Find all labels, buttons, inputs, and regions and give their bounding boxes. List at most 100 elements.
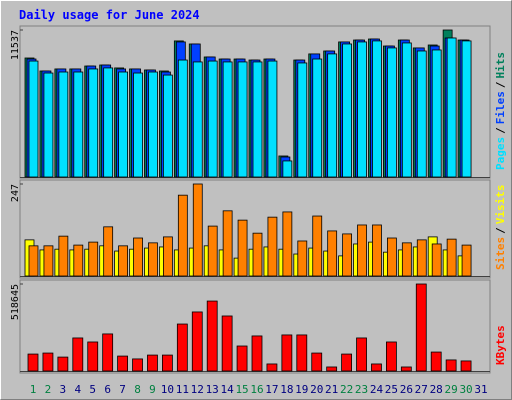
bar	[148, 242, 158, 277]
x-tick-label: 17	[265, 383, 278, 396]
bar	[461, 244, 472, 277]
x-tick-label: 4	[74, 383, 81, 396]
bar	[385, 341, 397, 372]
bar	[161, 354, 173, 372]
x-tick-label: 5	[89, 383, 96, 396]
bar	[282, 211, 293, 277]
bar	[282, 160, 293, 178]
bar	[103, 226, 114, 277]
bar	[297, 240, 308, 277]
bar	[222, 210, 233, 277]
x-tick-label: 11	[176, 383, 189, 396]
chart-title: Daily usage for June 2024	[19, 8, 200, 22]
x-tick-label: 18	[280, 383, 293, 396]
bar	[43, 72, 54, 178]
x-tick-label: 2	[45, 383, 52, 396]
bar	[357, 41, 367, 178]
bar	[177, 59, 188, 178]
bar	[267, 60, 278, 178]
bar	[176, 323, 188, 372]
bar	[267, 216, 278, 277]
bar	[28, 245, 39, 277]
bar	[386, 47, 397, 178]
bar	[430, 351, 442, 372]
y-tick-label: 247	[10, 184, 21, 202]
bar	[221, 315, 233, 372]
bar	[341, 353, 353, 372]
bar	[342, 43, 353, 178]
x-tick-label: 31	[474, 383, 487, 396]
bar	[162, 74, 173, 178]
legend-entry: Visits	[494, 185, 507, 225]
x-tick-label: 21	[325, 383, 338, 396]
bar	[27, 353, 39, 372]
x-tick-label: 26	[400, 383, 413, 396]
bar	[296, 334, 308, 372]
legend-separator: /	[494, 127, 507, 134]
bar	[312, 58, 323, 178]
bar	[252, 61, 263, 178]
x-tick-label: 24	[370, 383, 384, 396]
bar	[281, 334, 293, 372]
bar	[147, 354, 158, 372]
bar	[72, 337, 84, 372]
bar	[431, 49, 442, 178]
bar	[445, 359, 457, 372]
bar	[102, 333, 114, 372]
legend-entry: Pages	[494, 137, 507, 170]
bar	[132, 358, 143, 372]
legend-entry: Files	[494, 91, 507, 124]
bar	[73, 244, 84, 277]
legend-entry: KBytes	[494, 325, 507, 365]
bar	[118, 71, 128, 178]
bar	[311, 352, 323, 372]
bar	[237, 219, 248, 277]
bar	[192, 183, 203, 277]
bar	[461, 40, 472, 178]
bar	[57, 356, 69, 372]
x-tick-label: 30	[459, 383, 472, 396]
x-tick-label: 14	[221, 383, 235, 396]
bar	[446, 37, 457, 178]
x-tick-label: 23	[355, 383, 368, 396]
bar	[42, 352, 54, 372]
bar	[312, 215, 323, 277]
bar	[416, 50, 427, 178]
legend-entry: Hits	[494, 52, 507, 79]
bar	[177, 194, 188, 277]
bar	[88, 68, 99, 178]
x-tick-label: 10	[161, 383, 174, 396]
x-tick-label: 3	[60, 383, 67, 396]
bar	[297, 62, 308, 178]
legend: KBytes	[494, 325, 507, 365]
bar	[327, 230, 338, 277]
bar	[460, 360, 472, 372]
bar	[401, 242, 412, 277]
bar	[251, 335, 263, 372]
bar	[118, 245, 128, 277]
bar	[133, 72, 143, 178]
x-tick-label: 9	[149, 383, 156, 396]
bar	[88, 241, 99, 277]
bar	[357, 224, 367, 277]
bar	[386, 237, 397, 277]
bar	[326, 366, 338, 372]
x-tick-label: 1	[30, 383, 37, 396]
x-tick-label: 19	[295, 383, 308, 396]
bar	[87, 341, 99, 372]
x-tick-label: 20	[310, 383, 323, 396]
x-tick-label: 12	[191, 383, 204, 396]
legend-entry: Sites	[494, 237, 507, 270]
legend: Pages / Files / Hits	[494, 52, 507, 170]
bar	[162, 236, 173, 277]
y-tick-label: 11537	[10, 30, 21, 60]
bar	[222, 61, 233, 178]
bar	[73, 71, 84, 178]
bar	[372, 40, 382, 178]
bar	[431, 243, 442, 277]
legend-separator: /	[494, 227, 507, 234]
bar	[400, 366, 412, 372]
bar	[191, 311, 203, 372]
bar	[237, 61, 248, 178]
